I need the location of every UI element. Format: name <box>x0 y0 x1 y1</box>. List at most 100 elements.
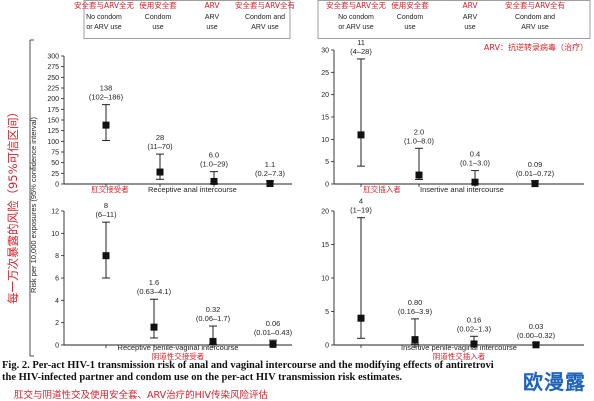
panel-top-left-y-tick-label: 175 <box>47 107 59 114</box>
panel-bottom-left-value-label: 0.32 <box>206 305 221 314</box>
panel-bottom-left-value-label: 1.6 <box>149 278 159 287</box>
panel-top-right-xlabel: Insertive anal intercourse <box>420 185 504 194</box>
panel-top-left-ci-label: (1.0–29) <box>200 160 228 169</box>
panel-top-right-y-tick-label: 25 <box>321 70 329 77</box>
right-header-zh-label: 安全套与ARV全无 <box>326 0 387 10</box>
panel-bottom-right-ci-label: (0.02–1.3) <box>457 324 492 333</box>
left-header-en-label: use <box>152 24 163 31</box>
panel-top-left-y-tick-label: 275 <box>47 64 59 71</box>
caption-chinese: 肛交与阴道性交及使用安全套、ARV治疗的HIV传染风险评估 <box>14 390 269 401</box>
panel-bottom-left-y-tick-label: 4 <box>55 298 59 305</box>
panel-bottom-right-data-point <box>357 314 365 322</box>
caption-label: Fig. 2. <box>2 360 30 371</box>
panel-top-left-y-tick-label: 150 <box>47 118 59 125</box>
panel-bottom-right-ci-label: (0.16–3.9) <box>398 307 433 316</box>
panel-top-right-ci-label: (1.0–8.0) <box>404 136 435 145</box>
right-header-en-label: use <box>464 24 475 31</box>
panel-bottom-right-ci-label: (1–19) <box>350 206 372 215</box>
panel-top-left-value-label: 28 <box>156 133 164 142</box>
panel-bottom-right-value-label: 4 <box>359 197 363 206</box>
panel-top-left-data-point <box>210 177 218 185</box>
panel-bottom-left-y-tick-label: 8 <box>55 253 59 260</box>
panel-bottom-left-data-point <box>150 323 158 331</box>
y-axis-title: Risk per 10,000 exposures (95% confidenc… <box>29 117 38 293</box>
panel-bottom-left-y-tick-label: 2 <box>55 320 59 327</box>
panel-bottom-right-y-tick-label: 5 <box>325 309 329 316</box>
panel-top-left-xlabel: Receptive anal intercourse <box>148 185 237 194</box>
panel-top-left-y-tick-label: 250 <box>47 75 59 82</box>
panel-top-right-y-tick-label: 20 <box>321 92 329 99</box>
caption-text: Per-act HIV-1 transmission risk of anal … <box>32 360 494 371</box>
left-header-en-label: use <box>206 24 217 31</box>
panel-bottom-left-value-label: 8 <box>104 201 108 210</box>
panel-top-left-y-tick-label: 75 <box>51 150 59 157</box>
left-header-zh-label: 安全套与ARV全有 <box>235 0 296 10</box>
panel-bottom-right-data-point <box>470 340 478 348</box>
left-header-en-label: or ARV use <box>86 24 121 31</box>
panel-top-left-data-point <box>266 180 274 188</box>
panel-top-right-data-point <box>357 131 365 139</box>
panel-top-left-y-tick-label: 25 <box>51 171 59 178</box>
left-header-zh-label: 安全套与ARV全无 <box>74 0 135 10</box>
right-header-en-label: ARV use <box>521 24 549 31</box>
panel-bottom-right-xlabel-chinese: 阴道性交插入者 <box>433 351 486 361</box>
caption-line2: the HIV-infected partner and condom use … <box>2 372 403 383</box>
left-header-en-label: Condom and <box>245 14 285 21</box>
right-header-en-label: ARV <box>463 14 478 21</box>
panel-bottom-right-y-tick-label: 0 <box>325 343 329 350</box>
left-header-zh-label: ARV <box>204 1 220 10</box>
right-header-zh-label: 安全套与ARV全有 <box>505 0 566 10</box>
left-header-box <box>83 0 291 39</box>
left-header-zh-label: 使用安全套 <box>139 0 177 10</box>
panel-top-left-value-label: 1.1 <box>265 160 275 169</box>
panel-bottom-right-value-label: 0.80 <box>408 298 423 307</box>
left-header-en-label: ARV use <box>251 24 279 31</box>
panel-bottom-right-y-tick-label: 20 <box>321 209 329 216</box>
panel-top-left-value-label: 138 <box>100 84 113 93</box>
panel-bottom-left-ci-label: (0.06–1.7) <box>196 314 231 323</box>
panel-bottom-left-value-label: 0.06 <box>266 319 281 328</box>
panel-bottom-left-xlabel-chinese: 阴道性交接受者 <box>152 351 205 361</box>
panel-top-right-data-point <box>471 178 479 186</box>
panel-bottom-right-y-tick-label: 15 <box>321 242 329 249</box>
right-header-en-label: No condom <box>338 14 374 21</box>
panel-bottom-left-y-tick-label: 6 <box>55 276 59 283</box>
arv-footnote: ARV：抗逆转录病毒（治疗） <box>484 42 588 52</box>
panel-bottom-left-y-tick-label: 10 <box>51 231 59 238</box>
panel-top-left-value-label: 6.0 <box>209 151 219 160</box>
panel-top-right-data-point <box>531 180 539 188</box>
panel-bottom-left-y-tick-label: 12 <box>51 209 59 216</box>
panel-top-right-ci-label: (0.01–0.72) <box>516 169 555 178</box>
panel-bottom-right-xlabel: Insertive penile-vaginal intercourse <box>401 343 517 352</box>
panel-top-left-ci-label: (0.2–7.3) <box>255 169 286 178</box>
right-header-en-label: Condom and <box>515 14 555 21</box>
panel-top-right-value-label: 11 <box>357 38 365 47</box>
panel-top-right-xlabel-chinese: 肛交插入者 <box>363 184 401 194</box>
panel-top-left-y-tick-label: 100 <box>47 139 59 146</box>
panel-top-left-ci-label: (102–186) <box>89 93 124 102</box>
panel-top-left-y-tick-label: 125 <box>47 128 59 135</box>
panel-top-left-data-point <box>156 168 164 176</box>
right-header-en-label: or ARV use <box>338 24 373 31</box>
panel-top-right-y-tick-label: 30 <box>321 48 329 55</box>
panel-top-right-y-tick-label: 5 <box>325 159 329 166</box>
panel-top-right-ci-label: (4–28) <box>350 47 372 56</box>
panel-top-left-y-tick-label: 225 <box>47 86 59 93</box>
watermark-logo: 欧漫露 <box>523 370 586 394</box>
panel-top-right-value-label: 0.4 <box>470 150 480 159</box>
left-header-en-label: ARV <box>205 14 220 21</box>
right-header-en-label: Condom <box>397 14 424 21</box>
panel-bottom-right-value-label: 0.16 <box>467 315 482 324</box>
figure-caption: Fig. 2. Per-act HIV-1 transmission risk … <box>2 360 592 384</box>
panel-top-right-value-label: 0.09 <box>528 160 543 169</box>
panel-bottom-left-ci-label: (0.63–4.1) <box>137 287 172 296</box>
panel-bottom-left-ci-label: (6–11) <box>95 210 117 219</box>
panel-bottom-left-data-point <box>209 337 217 345</box>
panel-bottom-right-y-tick-label: 10 <box>321 276 329 283</box>
panel-top-right-ci-label: (0.1–3.0) <box>460 159 491 168</box>
panel-top-left-y-tick-label: 300 <box>47 54 59 61</box>
right-header-box <box>317 0 591 39</box>
panel-bottom-right-data-point <box>411 336 419 344</box>
panel-bottom-left-xlabel: Receptive penile-vaginal intercourse <box>118 343 239 352</box>
